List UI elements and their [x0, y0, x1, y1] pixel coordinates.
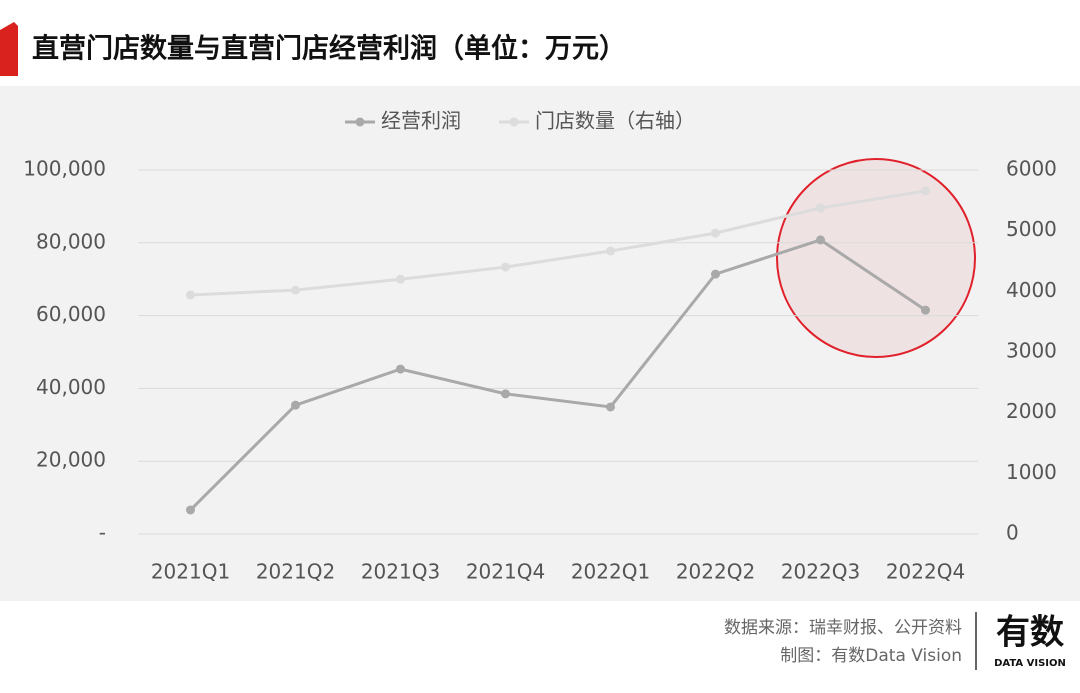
- series-point: [291, 400, 300, 410]
- x-tick-label: 2022Q1: [571, 560, 650, 584]
- series-line: [189, 238, 927, 512]
- y-tick-label: 80,000: [36, 229, 106, 253]
- series-point: [501, 262, 510, 272]
- source: 数据来源：瑞幸财报、公开资料: [724, 618, 962, 638]
- series-point: [816, 203, 825, 213]
- x-tick-label: 2022Q3: [781, 560, 860, 584]
- series-point: [501, 389, 510, 399]
- y-tick-label: 20,000: [36, 448, 106, 472]
- legend-label: 门店数量（右轴）: [535, 109, 695, 133]
- series-point: [186, 505, 195, 515]
- legend-marker: [355, 117, 365, 127]
- y-tick-label: -: [99, 521, 106, 545]
- y-tick-label: 40,000: [36, 375, 106, 399]
- y2-tick-label: 2000: [1006, 399, 1057, 423]
- logo-sub: DATA VISION: [994, 658, 1066, 669]
- series-point: [186, 290, 195, 300]
- logo: 有数: [996, 613, 1064, 653]
- legend-marker: [509, 117, 519, 127]
- x-tick-label: 2022Q2: [676, 560, 755, 584]
- title-marker: [0, 22, 18, 76]
- x-tick-label: 2021Q3: [361, 560, 440, 584]
- y2-tick-label: 3000: [1006, 339, 1057, 363]
- y-tick-label: 100,000: [23, 157, 106, 181]
- series-point: [396, 364, 405, 374]
- y2-tick-label: 0: [1006, 521, 1019, 545]
- series-point: [396, 274, 405, 284]
- series-point: [711, 228, 720, 238]
- y2-tick-label: 1000: [1006, 460, 1057, 484]
- series-point: [606, 402, 615, 412]
- series-point: [816, 235, 825, 245]
- highlight-circle: [776, 158, 976, 358]
- x-tick-label: 2021Q2: [256, 560, 335, 584]
- plot-background: [0, 86, 1080, 601]
- series-point: [291, 285, 300, 295]
- y2-tick-label: 5000: [1006, 217, 1057, 241]
- x-tick-label: 2021Q4: [466, 560, 545, 584]
- series-point: [921, 186, 930, 196]
- y-tick-label: 60,000: [36, 302, 106, 326]
- x-tick-label: 2021Q1: [151, 560, 230, 584]
- x-tick-label: 2022Q4: [886, 560, 965, 584]
- series-line: [190, 189, 926, 297]
- y2-tick-label: 6000: [1006, 157, 1057, 181]
- chart-title: 直营门店数量与直营门店经营利润（单位：万元）: [32, 33, 626, 65]
- y2-tick-label: 4000: [1006, 278, 1057, 302]
- series-point: [606, 246, 615, 256]
- credit: 制图：有数Data Vision: [780, 646, 962, 666]
- series-point: [921, 305, 930, 315]
- legend-label: 经营利润: [381, 109, 461, 133]
- series-point: [711, 269, 720, 279]
